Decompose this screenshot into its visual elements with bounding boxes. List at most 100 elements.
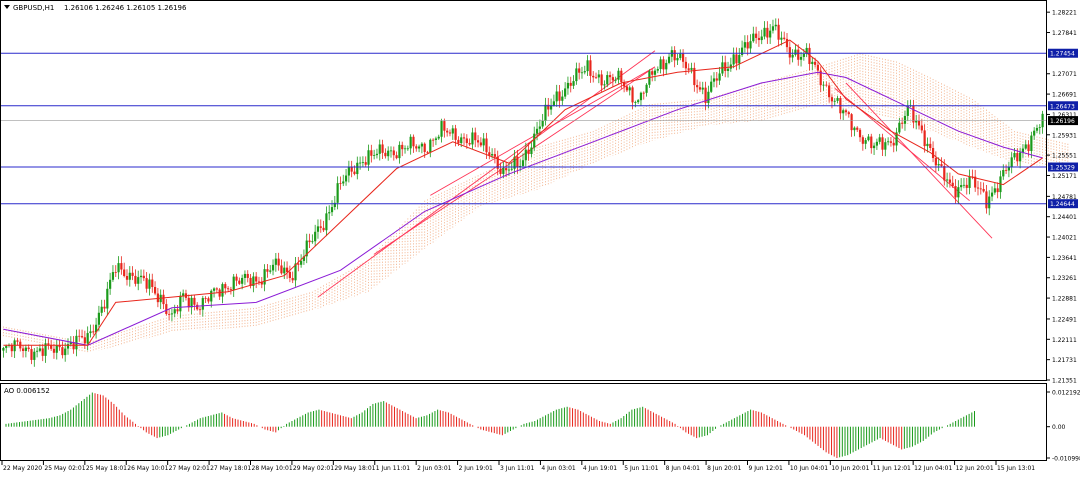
ao-axis: 0.012192 0.00 -0.010998 <box>1046 390 1080 463</box>
candle-body <box>794 49 797 55</box>
candle-body <box>342 181 345 184</box>
price-tag <box>1048 116 1078 126</box>
candle-body <box>872 145 876 149</box>
candle-body <box>620 70 623 82</box>
candle-body <box>75 335 78 350</box>
candle-body <box>718 73 721 81</box>
candle-body <box>401 144 404 150</box>
candle-body <box>931 147 935 159</box>
candle-body <box>485 138 488 153</box>
candle-body <box>957 187 960 198</box>
candle-body <box>507 169 511 171</box>
time-label: 5 Jun 11:01 <box>624 465 658 472</box>
candle-body <box>887 141 890 143</box>
candle-body <box>111 272 115 280</box>
candle-body <box>24 347 27 351</box>
candle-body <box>283 267 286 274</box>
candle-body <box>389 150 393 152</box>
candle-body <box>350 167 353 172</box>
candle-body <box>16 340 19 342</box>
candle-body <box>651 71 654 75</box>
candle-body <box>210 290 213 302</box>
candle-body <box>1002 169 1005 177</box>
time-label: 4 Jun 19:01 <box>583 465 617 472</box>
candle-body <box>547 104 550 110</box>
candle-body <box>527 149 530 155</box>
candle-body <box>437 136 440 139</box>
candle-body <box>606 75 609 85</box>
price-tick-label: 1.24644 <box>1050 201 1075 208</box>
candle-body <box>384 152 387 157</box>
candle-body <box>712 78 716 82</box>
candle-body <box>923 130 926 147</box>
candle-body <box>996 188 999 193</box>
channel-line <box>317 50 656 298</box>
candle-body <box>364 162 367 165</box>
candle-body <box>280 265 283 274</box>
candle-body <box>645 84 648 93</box>
candle-body <box>819 70 822 86</box>
candle-body <box>212 288 216 291</box>
candle-body <box>943 166 946 181</box>
candle-body <box>755 33 758 38</box>
ao-tick-label: -0.010998 <box>1052 456 1080 463</box>
candle-body <box>255 276 258 282</box>
price-tick-label: 1.26473 <box>1050 103 1075 110</box>
price-axis: 1.28221 1.27841 1.27454 1.27071 1.26691 1.264… <box>1046 10 1078 385</box>
candle-body <box>462 137 466 139</box>
candle-body <box>168 313 171 315</box>
candle-body <box>1027 144 1030 152</box>
candle-body <box>628 87 631 91</box>
candle-body <box>165 304 168 314</box>
candle-body <box>797 49 800 60</box>
candle-body <box>423 143 426 152</box>
candle-body <box>521 160 525 166</box>
candle-body <box>33 351 36 360</box>
candle-body <box>66 344 70 349</box>
price-tick-label: 1.25931 <box>1052 132 1077 139</box>
price-tick-label: 1.22111 <box>1052 337 1077 344</box>
candle-body <box>687 68 690 70</box>
candle-body <box>985 191 988 209</box>
candle-body <box>665 62 668 70</box>
candle-body <box>451 128 454 134</box>
time-label: 29 May 18:01 <box>334 465 375 472</box>
candle-body <box>968 176 971 188</box>
candle-body <box>83 337 86 344</box>
candle-body <box>828 85 831 98</box>
candle-body <box>549 105 553 110</box>
price-tick-label: 1.22491 <box>1052 316 1077 323</box>
candle-body <box>524 149 527 161</box>
candle-body <box>114 272 117 273</box>
candle-body <box>440 121 443 137</box>
candle-body <box>373 155 376 156</box>
candle-body <box>881 137 884 150</box>
candle-body <box>763 27 766 37</box>
candle-body <box>774 24 777 27</box>
candle-body <box>895 132 898 146</box>
candle-body <box>575 68 578 82</box>
candle-body <box>850 114 853 131</box>
candle-body <box>460 137 463 144</box>
symbol-menu-triangle-icon[interactable] <box>4 5 10 9</box>
price-tick-label: 1.27071 <box>1052 71 1077 78</box>
candle-body <box>493 154 497 157</box>
candle-body <box>398 144 401 159</box>
candle-body <box>830 97 834 102</box>
candle-body <box>409 136 412 149</box>
candle-body <box>328 212 331 214</box>
candle-body <box>639 92 643 101</box>
candle-body <box>836 98 839 101</box>
time-label: 26 May 10:01 <box>127 465 168 472</box>
candle-body <box>103 306 106 309</box>
candle-body <box>856 127 859 130</box>
horizontal-levels <box>1 52 1046 205</box>
candle-body <box>426 151 429 153</box>
candle-body <box>131 272 134 276</box>
candle-body <box>69 342 72 345</box>
candle-body <box>726 68 730 71</box>
candle-body <box>623 81 626 87</box>
candle-body <box>482 138 485 146</box>
